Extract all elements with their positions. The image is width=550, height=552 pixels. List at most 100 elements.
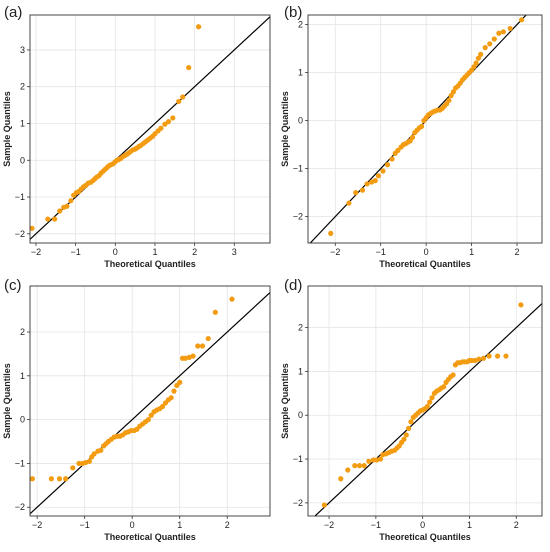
data-point [494, 353, 501, 359]
x-tick-label: −1 [371, 520, 381, 530]
x-tick-label: 1 [469, 247, 474, 257]
data-point [491, 36, 497, 42]
panel-label: (c) [4, 277, 22, 294]
data-point [476, 356, 482, 362]
data-point [186, 64, 192, 71]
x-tick-label: 0 [424, 247, 429, 257]
data-point [159, 403, 166, 410]
y-tick-label: 1 [20, 371, 25, 381]
data-point [168, 395, 174, 401]
x-tick-label: 0 [130, 520, 135, 530]
data-point [480, 355, 487, 361]
data-point [487, 41, 493, 47]
data-point [356, 463, 363, 469]
reference-line [314, 303, 542, 516]
y-tick-label: 1 [20, 118, 25, 128]
data-point [345, 467, 351, 473]
data-point [375, 173, 382, 179]
data-point [321, 502, 327, 508]
data-point [364, 181, 370, 187]
y-tick-label: 2 [20, 82, 25, 92]
x-tick-label: 3 [232, 247, 237, 257]
x-tick-label: −2 [324, 520, 334, 530]
data-point [98, 447, 104, 453]
x-axis-title: Theoretical Quantiles [104, 532, 196, 542]
x-tick-label: −1 [80, 520, 90, 530]
data-point [346, 200, 352, 206]
data-point [171, 388, 177, 394]
y-tick-label: −2 [293, 212, 303, 222]
data-point [429, 395, 435, 401]
data-point [448, 93, 454, 99]
y-tick-label: 0 [20, 155, 25, 165]
y-tick-label: 0 [298, 116, 303, 126]
data-point [401, 436, 407, 442]
y-tick-label: 0 [298, 410, 303, 420]
data-point [145, 417, 151, 423]
data-point [64, 203, 70, 209]
y-tick-label: 0 [20, 415, 25, 425]
data-point [384, 162, 391, 168]
data-point [500, 29, 506, 35]
data-point [418, 123, 425, 129]
x-tick-label: −2 [32, 520, 42, 530]
y-tick-label: 3 [20, 45, 25, 55]
y-axis-title: Sample Quantiles [280, 91, 290, 167]
y-tick-label: −1 [15, 192, 25, 202]
data-point [338, 476, 344, 482]
y-tick-label: 2 [20, 327, 25, 337]
x-tick-label: −1 [70, 247, 80, 257]
x-tick-label: 1 [467, 520, 472, 530]
data-point [409, 134, 416, 140]
data-point [450, 89, 456, 95]
data-point [450, 372, 456, 378]
data-point [56, 476, 63, 482]
data-point [170, 115, 176, 121]
data-point [212, 309, 218, 315]
y-axis-title: Sample Quantiles [2, 91, 12, 167]
data-point [86, 458, 93, 464]
x-tick-label: 2 [192, 247, 197, 257]
data-point [471, 64, 477, 70]
data-point [473, 60, 479, 66]
data-point [158, 125, 164, 131]
x-tick-label: −1 [376, 247, 386, 257]
data-point [195, 343, 201, 349]
panel-label: (d) [284, 277, 302, 294]
data-point [482, 45, 488, 51]
data-point [229, 296, 235, 302]
panel-label: (b) [284, 4, 302, 21]
plot-frame [29, 285, 271, 517]
data-point [486, 353, 492, 359]
data-point [195, 24, 202, 30]
data-point [518, 17, 525, 23]
data-point [446, 97, 452, 104]
y-tick-label: −1 [15, 458, 25, 468]
data-point [328, 230, 334, 236]
data-point [478, 51, 484, 57]
x-tick-label: 0 [113, 247, 118, 257]
y-tick-label: 2 [298, 323, 303, 333]
data-point [353, 190, 359, 196]
panel-label: (a) [4, 4, 22, 21]
data-point [48, 476, 54, 482]
y-tick-label: 1 [298, 366, 303, 376]
data-point [63, 476, 69, 482]
data-point [361, 463, 367, 469]
data-point [427, 399, 433, 405]
data-point [51, 216, 58, 222]
data-point [352, 463, 358, 469]
data-point [518, 302, 524, 308]
data-point [359, 187, 366, 193]
x-tick-label: 0 [420, 520, 425, 530]
data-point [190, 353, 196, 359]
plot-frame [29, 14, 271, 244]
data-point [91, 451, 97, 457]
data-point [57, 208, 63, 214]
y-tick-label: −2 [293, 498, 303, 508]
data-point [68, 198, 74, 204]
reference-line [30, 292, 270, 515]
data-point [177, 379, 183, 385]
data-point [70, 465, 76, 471]
